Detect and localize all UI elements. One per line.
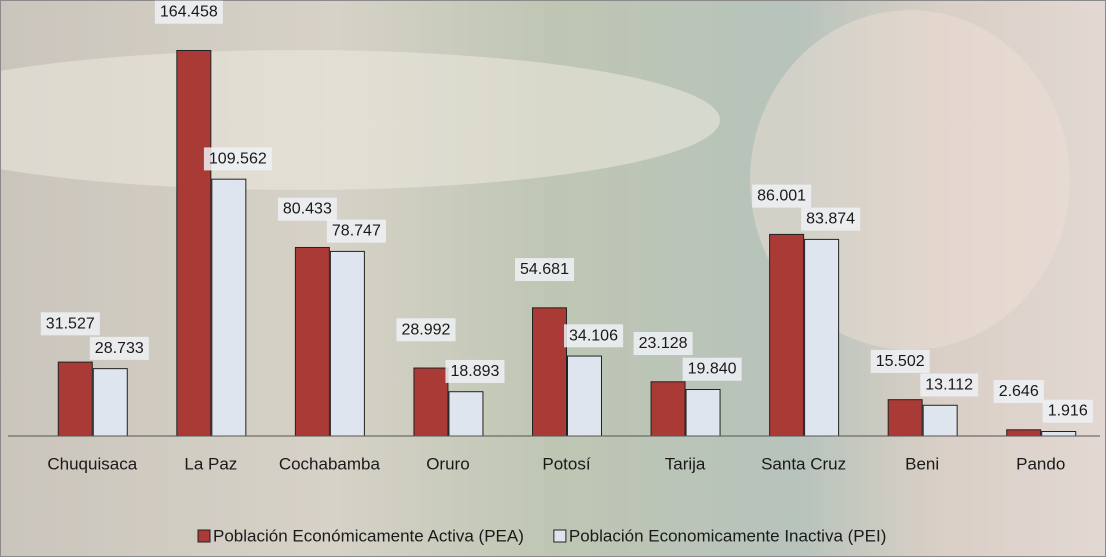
x-tick-label: Potosí xyxy=(542,454,590,473)
legend-swatch xyxy=(198,530,210,542)
data-label: 78.747 xyxy=(332,223,381,240)
bar xyxy=(93,369,127,436)
data-label: 164.458 xyxy=(160,4,218,21)
data-label: 15.502 xyxy=(876,353,925,370)
bar xyxy=(177,50,211,436)
data-label: 28.992 xyxy=(401,321,450,338)
data-label: 2.646 xyxy=(999,383,1039,400)
x-tick-label: Tarija xyxy=(665,454,706,473)
bar xyxy=(770,234,804,436)
bar xyxy=(295,247,329,436)
bar xyxy=(414,368,448,436)
x-tick-label: Beni xyxy=(905,454,939,473)
data-label: 109.562 xyxy=(209,150,267,167)
data-label: 19.840 xyxy=(688,361,737,378)
legend-label: Población Económicamente Activa (PEA) xyxy=(213,526,524,545)
bar xyxy=(888,400,922,436)
bar xyxy=(330,251,364,436)
data-label: 18.893 xyxy=(450,363,499,380)
bar xyxy=(1007,430,1041,436)
data-label: 34.106 xyxy=(569,327,618,344)
x-tick-label: Santa Cruz xyxy=(761,454,846,473)
bar xyxy=(651,382,685,436)
data-label: 13.112 xyxy=(925,376,973,393)
x-tick-label: Oruro xyxy=(426,454,469,473)
bar xyxy=(449,392,483,436)
bar xyxy=(686,389,720,436)
bar xyxy=(923,405,957,436)
legend-label: Población Economicamente Inactiva (PEI) xyxy=(569,526,887,545)
bar xyxy=(58,362,92,436)
x-tick-label: Pando xyxy=(1016,454,1065,473)
data-label: 1.916 xyxy=(1048,403,1088,420)
bar xyxy=(568,356,602,436)
x-tick-label: Chuquisaca xyxy=(47,454,137,473)
bar xyxy=(212,179,246,436)
data-label: 23.128 xyxy=(639,335,688,352)
x-tick-label: Cochabamba xyxy=(279,454,381,473)
bar xyxy=(1042,432,1076,436)
data-label: 54.681 xyxy=(520,261,569,278)
x-tick-label: La Paz xyxy=(184,454,237,473)
chart: 31.527 164.458 80.433 28.992 54.681 23.128 86.… xyxy=(0,0,1106,557)
bar xyxy=(533,308,567,436)
data-label: 83.874 xyxy=(806,211,855,228)
data-label: 80.433 xyxy=(283,201,332,218)
data-label: 86.001 xyxy=(757,188,806,205)
legend-swatch xyxy=(554,530,566,542)
data-label: 31.527 xyxy=(46,315,95,332)
data-label: 28.733 xyxy=(95,340,144,357)
bar xyxy=(805,239,839,436)
